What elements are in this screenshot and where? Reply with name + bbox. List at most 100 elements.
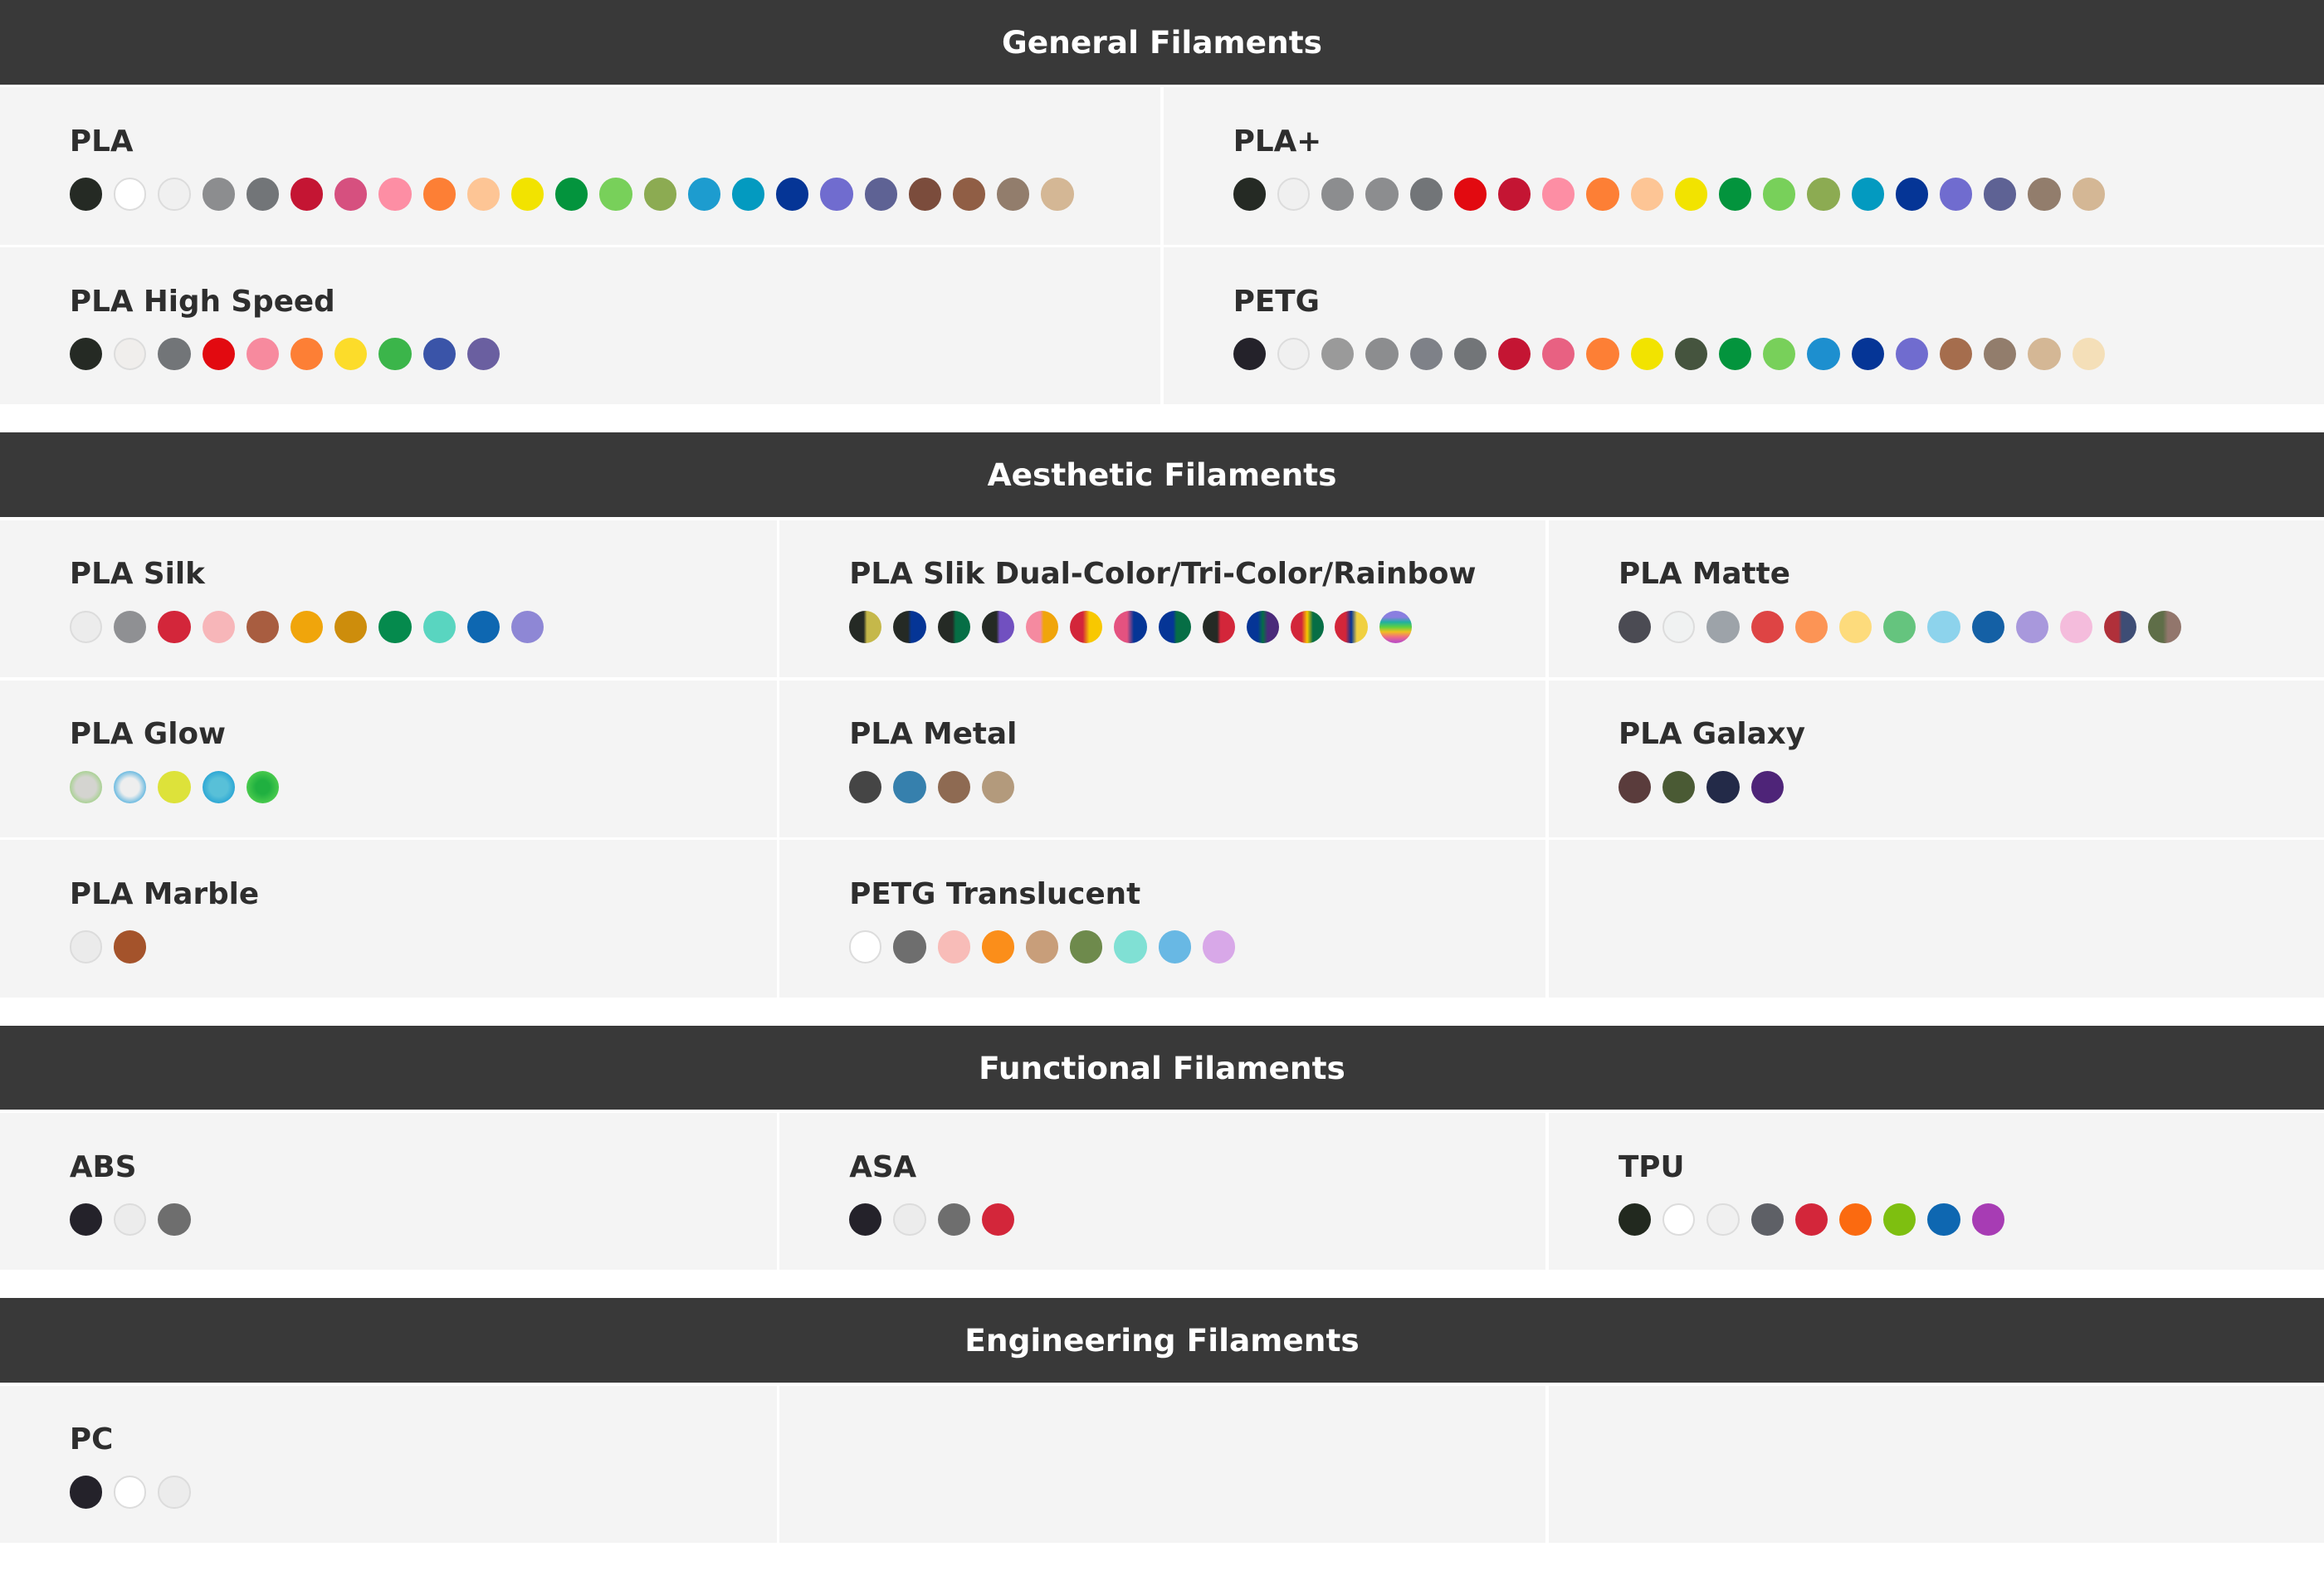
color-swatch[interactable] (1247, 610, 1280, 643)
color-swatch[interactable] (1453, 338, 1487, 371)
color-swatch[interactable] (2028, 178, 2061, 211)
color-swatch[interactable] (510, 178, 544, 211)
color-swatch[interactable] (158, 338, 191, 371)
color-swatch[interactable] (1984, 338, 2017, 371)
color-swatch[interactable] (2148, 610, 2181, 643)
color-swatch[interactable] (422, 178, 456, 211)
color-swatch[interactable] (1158, 610, 1191, 643)
color-swatch[interactable] (158, 1203, 191, 1237)
color-swatch[interactable] (114, 1476, 147, 1509)
color-swatch[interactable] (422, 610, 456, 643)
color-swatch[interactable] (1838, 1203, 1872, 1237)
color-swatch[interactable] (731, 178, 765, 211)
color-swatch[interactable] (1409, 178, 1443, 211)
color-swatch[interactable] (1277, 178, 1311, 211)
color-swatch[interactable] (1674, 178, 1707, 211)
color-swatch[interactable] (246, 338, 280, 371)
color-swatch[interactable] (1838, 610, 1872, 643)
color-swatch[interactable] (981, 1203, 1015, 1237)
color-swatch[interactable] (1927, 1203, 1960, 1237)
color-swatch[interactable] (246, 178, 280, 211)
color-swatch[interactable] (997, 178, 1030, 211)
color-swatch[interactable] (246, 770, 280, 803)
color-swatch[interactable] (378, 178, 412, 211)
color-swatch[interactable] (1750, 1203, 1784, 1237)
color-swatch[interactable] (69, 338, 103, 371)
color-swatch[interactable] (202, 610, 235, 643)
color-swatch[interactable] (1335, 610, 1368, 643)
color-swatch[interactable] (849, 770, 882, 803)
color-swatch[interactable] (893, 770, 926, 803)
color-swatch[interactable] (290, 610, 324, 643)
color-swatch[interactable] (1939, 338, 1973, 371)
color-swatch[interactable] (1630, 178, 1663, 211)
color-swatch[interactable] (1883, 1203, 1916, 1237)
color-swatch[interactable] (1586, 178, 1619, 211)
color-swatch[interactable] (1618, 770, 1652, 803)
color-swatch[interactable] (1662, 1203, 1696, 1237)
color-swatch[interactable] (158, 1476, 191, 1509)
color-swatch[interactable] (114, 610, 147, 643)
color-swatch[interactable] (114, 770, 147, 803)
color-swatch[interactable] (908, 178, 942, 211)
color-swatch[interactable] (1453, 178, 1487, 211)
color-swatch[interactable] (1927, 610, 1960, 643)
color-swatch[interactable] (1277, 338, 1311, 371)
color-swatch[interactable] (1763, 178, 1796, 211)
color-swatch[interactable] (1542, 338, 1575, 371)
color-swatch[interactable] (1497, 338, 1531, 371)
color-swatch[interactable] (1971, 610, 2004, 643)
color-swatch[interactable] (202, 770, 235, 803)
color-swatch[interactable] (1586, 338, 1619, 371)
color-swatch[interactable] (1070, 610, 1103, 643)
color-swatch[interactable] (1706, 770, 1740, 803)
color-swatch[interactable] (1497, 178, 1531, 211)
color-swatch[interactable] (2104, 610, 2137, 643)
color-swatch[interactable] (1041, 178, 1074, 211)
color-swatch[interactable] (1718, 178, 1752, 211)
color-swatch[interactable] (1794, 610, 1828, 643)
color-swatch[interactable] (1291, 610, 1324, 643)
color-swatch[interactable] (466, 610, 500, 643)
color-swatch[interactable] (1026, 930, 1059, 964)
color-swatch[interactable] (69, 1476, 103, 1509)
color-swatch[interactable] (1895, 178, 1929, 211)
color-swatch[interactable] (849, 1203, 882, 1237)
color-swatch[interactable] (981, 770, 1015, 803)
color-swatch[interactable] (334, 178, 368, 211)
color-swatch[interactable] (202, 338, 235, 371)
color-swatch[interactable] (1630, 338, 1663, 371)
color-swatch[interactable] (202, 178, 235, 211)
color-swatch[interactable] (820, 178, 853, 211)
color-swatch[interactable] (378, 610, 412, 643)
color-swatch[interactable] (849, 610, 882, 643)
color-swatch[interactable] (1233, 178, 1266, 211)
color-swatch[interactable] (1883, 610, 1916, 643)
color-swatch[interactable] (981, 610, 1015, 643)
color-swatch[interactable] (1202, 610, 1236, 643)
color-swatch[interactable] (937, 1203, 970, 1237)
color-swatch[interactable] (466, 178, 500, 211)
color-swatch[interactable] (158, 770, 191, 803)
color-swatch[interactable] (334, 338, 368, 371)
color-swatch[interactable] (114, 930, 147, 964)
color-swatch[interactable] (2072, 338, 2105, 371)
color-swatch[interactable] (1750, 770, 1784, 803)
color-swatch[interactable] (1379, 610, 1412, 643)
color-swatch[interactable] (1763, 338, 1796, 371)
color-swatch[interactable] (952, 178, 986, 211)
color-swatch[interactable] (422, 338, 456, 371)
color-swatch[interactable] (1971, 1203, 2004, 1237)
color-swatch[interactable] (643, 178, 676, 211)
color-swatch[interactable] (2015, 610, 2049, 643)
color-swatch[interactable] (510, 610, 544, 643)
color-swatch[interactable] (1895, 338, 1929, 371)
color-swatch[interactable] (2059, 610, 2093, 643)
color-swatch[interactable] (334, 610, 368, 643)
color-swatch[interactable] (158, 178, 191, 211)
color-swatch[interactable] (599, 178, 632, 211)
color-swatch[interactable] (937, 770, 970, 803)
color-swatch[interactable] (466, 338, 500, 371)
color-swatch[interactable] (1674, 338, 1707, 371)
color-swatch[interactable] (1070, 930, 1103, 964)
